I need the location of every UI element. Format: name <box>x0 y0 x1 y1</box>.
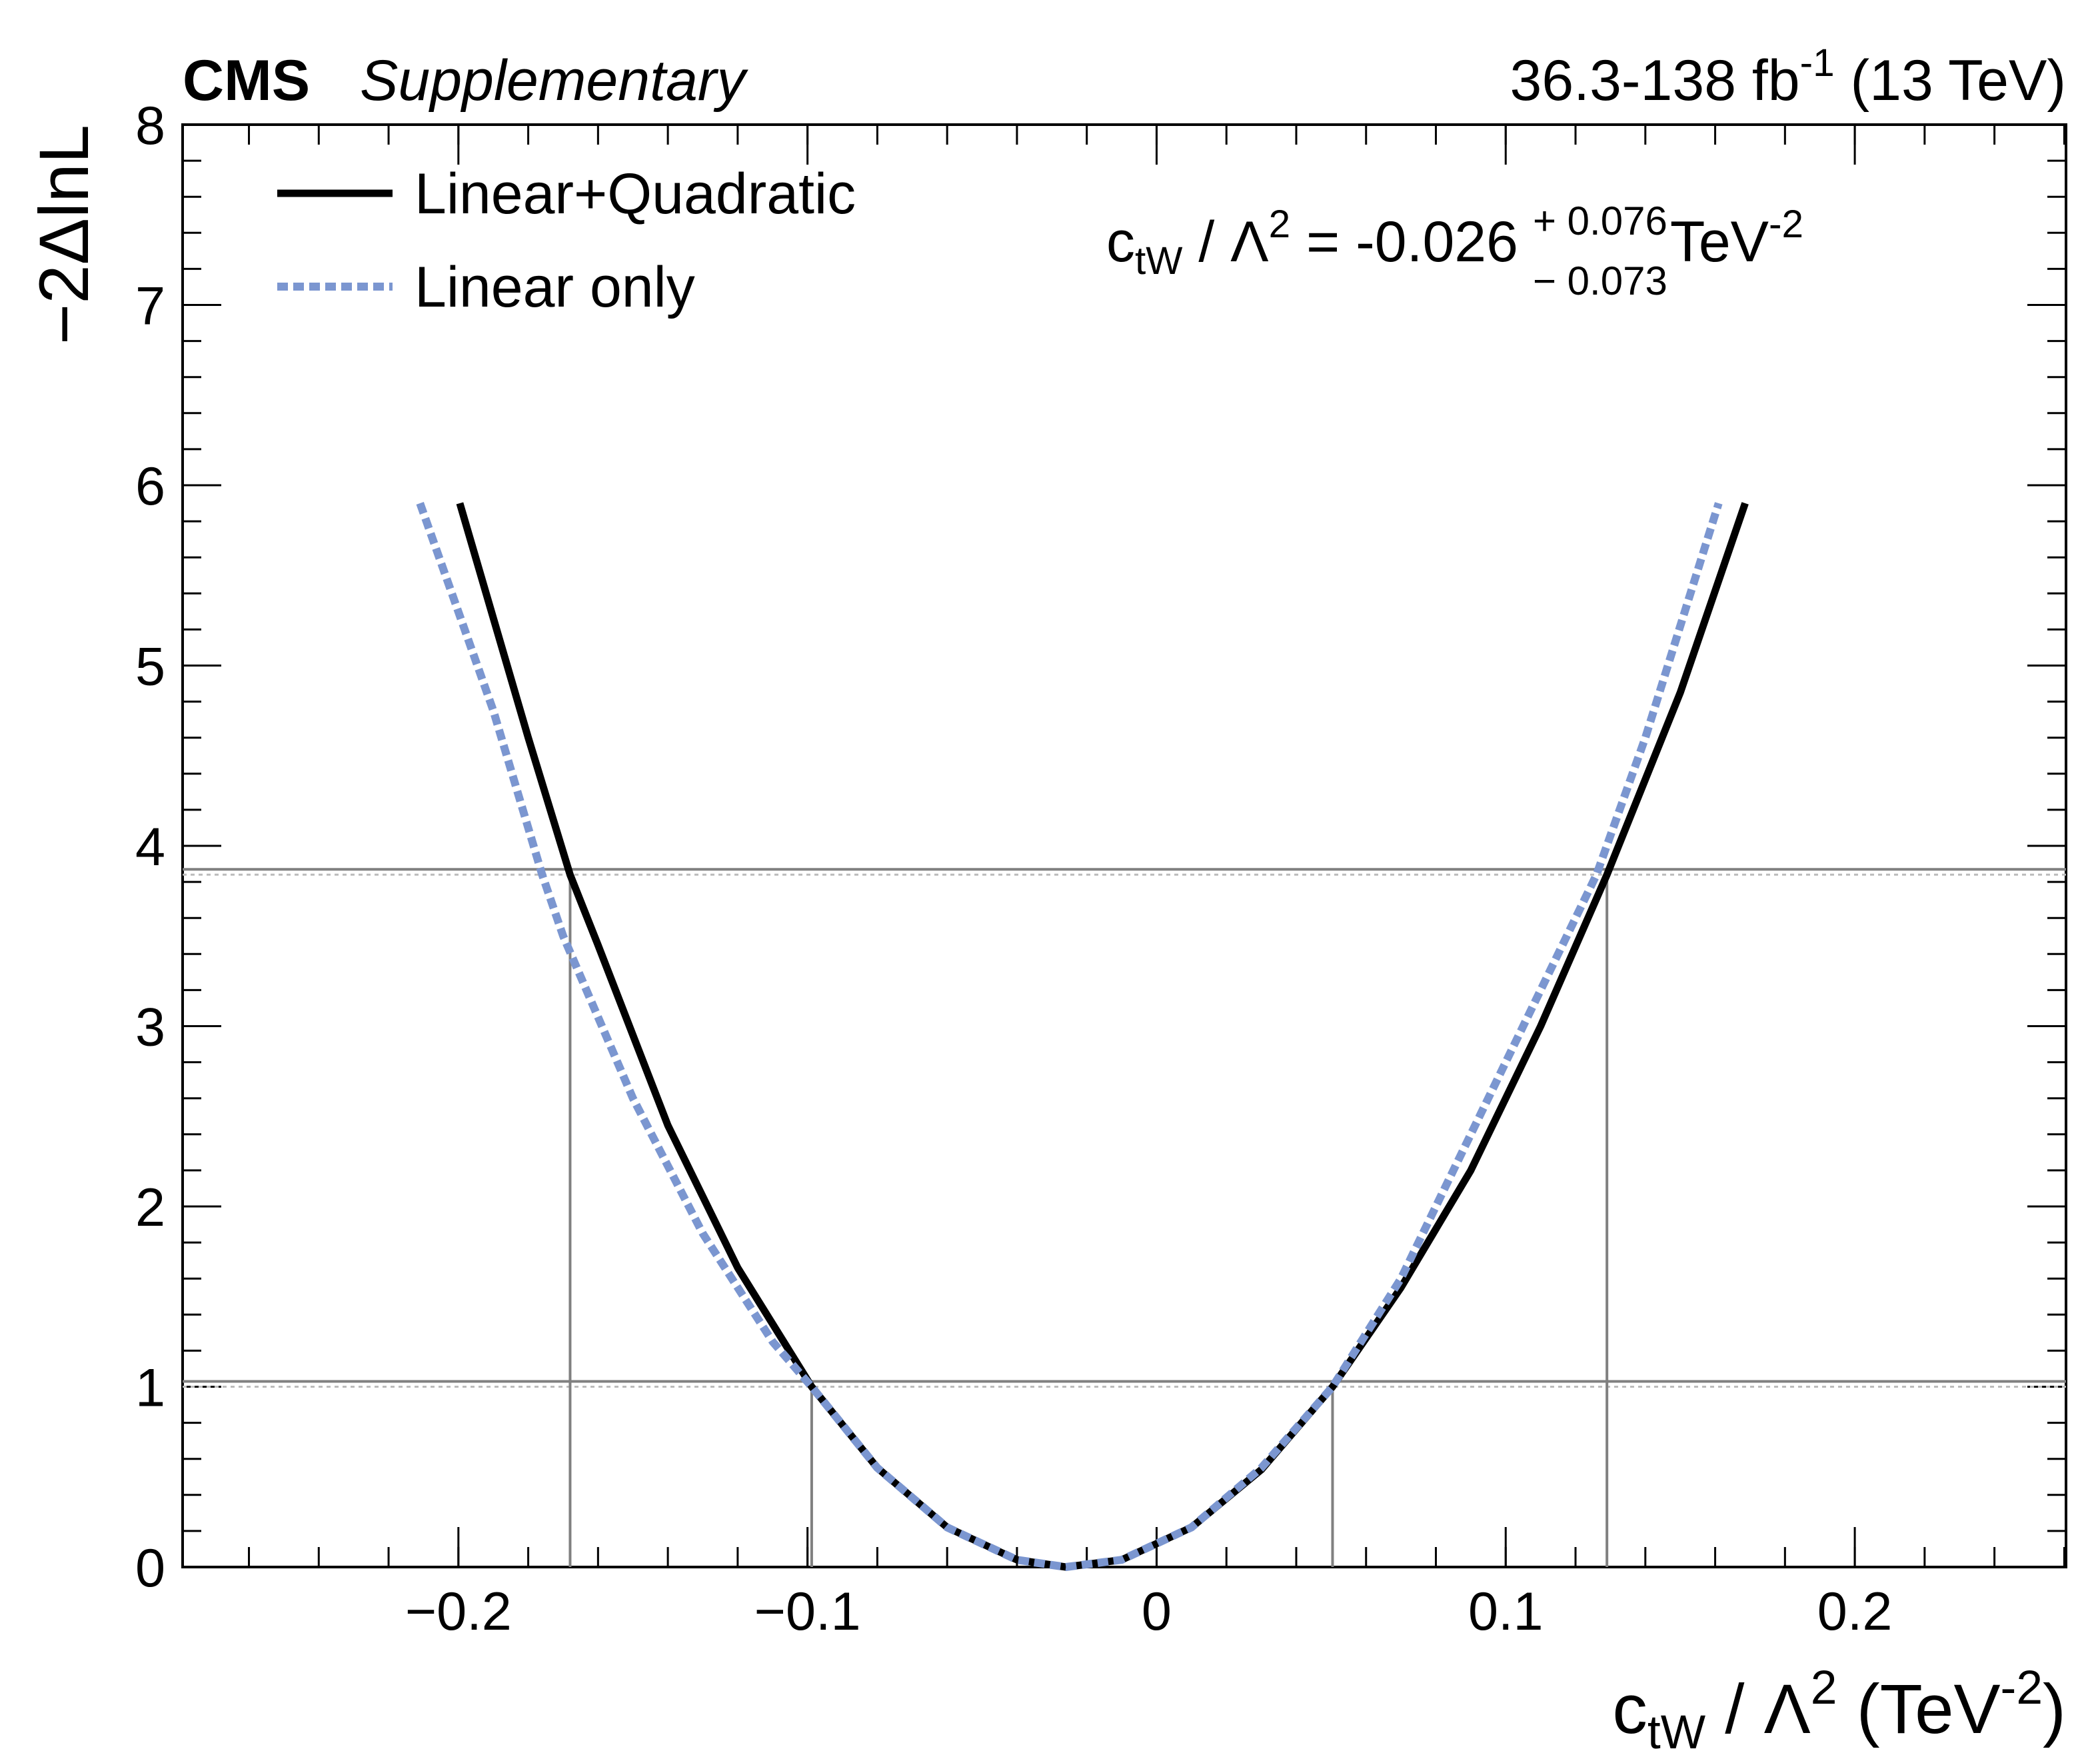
x-axis-title-part: (TeV <box>1837 1670 2000 1748</box>
fit-result-part: tW <box>1135 239 1182 283</box>
x-axis-title-part: -2 <box>2001 1661 2043 1714</box>
fit-error-down: − 0.073 <box>1533 259 1667 303</box>
x-tick-label: 0.2 <box>1817 1582 1893 1642</box>
y-tick-label: 4 <box>135 817 165 877</box>
x-axis-title-part: / Λ <box>1705 1670 1811 1748</box>
y-tick-label: 6 <box>135 457 165 517</box>
lumi-label-part: (13 TeV) <box>1835 49 2066 113</box>
x-axis-title-part: tW <box>1647 1706 1706 1759</box>
fit-unit-part: -2 <box>1769 203 1803 246</box>
fit-result-part: / Λ <box>1182 210 1269 274</box>
lumi-label: 36.3-138 fb-1 (13 TeV) <box>1510 41 2066 113</box>
y-tick-label: 5 <box>135 637 165 697</box>
y-tick-label: 1 <box>135 1358 165 1418</box>
y-tick-label: 0 <box>135 1538 165 1598</box>
experiment: CMS <box>183 49 310 113</box>
x-axis-title-part: 2 <box>1811 1661 1837 1714</box>
fit-result: ctW / Λ2 = -0.026 <box>1106 203 1518 283</box>
x-axis-title-part: c <box>1612 1670 1647 1748</box>
fit-error-up: + 0.076 <box>1533 199 1667 243</box>
y-tick-label: 8 <box>135 96 165 156</box>
x-tick-label: −0.1 <box>754 1582 861 1642</box>
y-tick-label: 7 <box>135 277 165 337</box>
legend-label: Linear+Quadratic <box>415 162 856 226</box>
x-tick-label: −0.2 <box>405 1582 512 1642</box>
y-tick-label: 2 <box>135 1178 165 1238</box>
fit-unit-part: TeV <box>1670 210 1769 274</box>
y-axis-title: −2ΔlnL <box>25 125 103 345</box>
x-axis-title: ctW / Λ2 (TeV-2) <box>1612 1661 2066 1759</box>
y-tick-label: 3 <box>135 998 165 1058</box>
curve <box>416 501 1723 1571</box>
fit-unit: TeV-2 <box>1670 203 1803 274</box>
tag: Supplementary <box>360 49 748 113</box>
lumi-label-part: -1 <box>1800 41 1835 85</box>
x-tick-label: 0 <box>1142 1582 1172 1642</box>
x-tick-label: 0.1 <box>1468 1582 1544 1642</box>
fit-result-part: 2 <box>1269 203 1291 246</box>
lumi-label-part: 36.3-138 fb <box>1510 49 1800 113</box>
legend-label: Linear only <box>415 255 695 319</box>
fit-result-part: = -0.026 <box>1290 210 1518 274</box>
fit-result-part: c <box>1106 210 1135 274</box>
x-axis-title-part: ) <box>2043 1670 2066 1748</box>
